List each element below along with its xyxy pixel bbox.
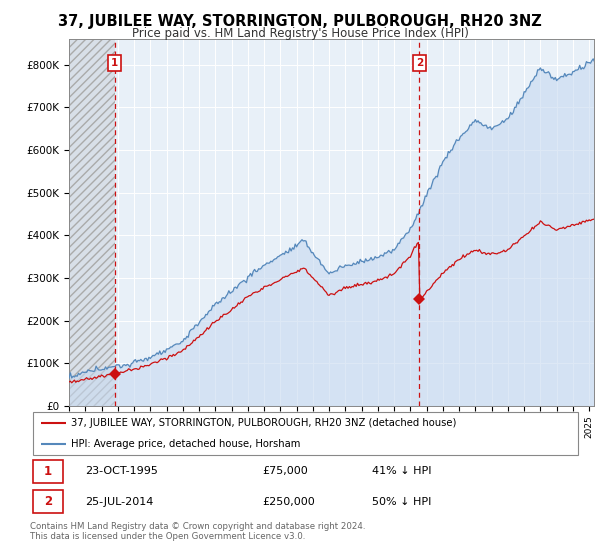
Text: 37, JUBILEE WAY, STORRINGTON, PULBOROUGH, RH20 3NZ (detached house): 37, JUBILEE WAY, STORRINGTON, PULBOROUGH…: [71, 418, 457, 428]
Text: Price paid vs. HM Land Registry's House Price Index (HPI): Price paid vs. HM Land Registry's House …: [131, 27, 469, 40]
Text: 25-JUL-2014: 25-JUL-2014: [85, 497, 154, 507]
FancyBboxPatch shape: [33, 460, 63, 483]
Text: 50% ↓ HPI: 50% ↓ HPI: [372, 497, 431, 507]
Text: 2: 2: [416, 58, 423, 68]
Text: £250,000: £250,000: [262, 497, 314, 507]
Text: Contains HM Land Registry data © Crown copyright and database right 2024.
This d: Contains HM Land Registry data © Crown c…: [30, 522, 365, 542]
Text: 2: 2: [44, 495, 52, 508]
Text: 41% ↓ HPI: 41% ↓ HPI: [372, 466, 432, 477]
Text: HPI: Average price, detached house, Horsham: HPI: Average price, detached house, Hors…: [71, 439, 301, 449]
Text: 1: 1: [44, 465, 52, 478]
Text: 23-OCT-1995: 23-OCT-1995: [85, 466, 158, 477]
Text: £75,000: £75,000: [262, 466, 308, 477]
Text: 1: 1: [111, 58, 118, 68]
FancyBboxPatch shape: [33, 412, 578, 455]
FancyBboxPatch shape: [33, 490, 63, 513]
Text: 37, JUBILEE WAY, STORRINGTON, PULBOROUGH, RH20 3NZ: 37, JUBILEE WAY, STORRINGTON, PULBOROUGH…: [58, 14, 542, 29]
Bar: [69, 39, 115, 406]
